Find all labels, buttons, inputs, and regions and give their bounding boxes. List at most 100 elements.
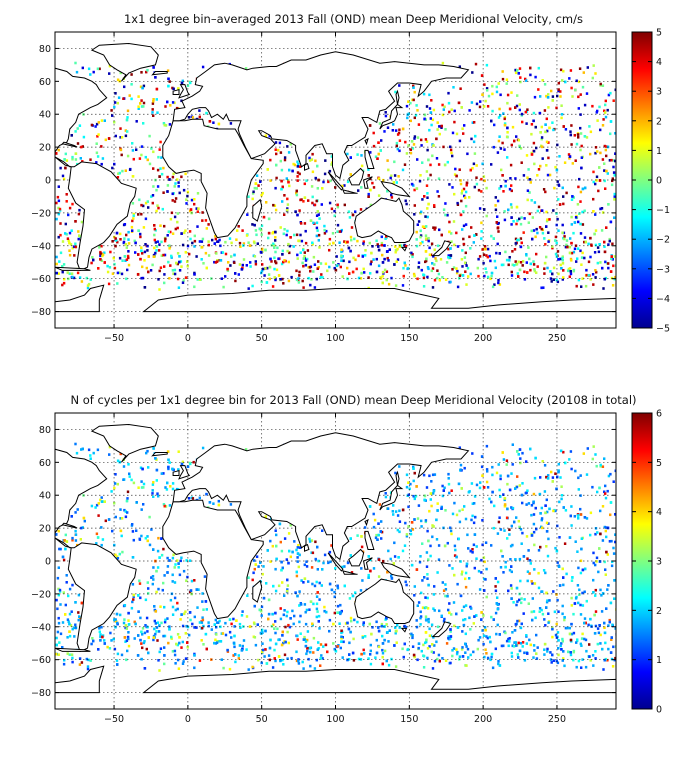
- bin-cell: [67, 620, 70, 623]
- bin-cell: [216, 259, 219, 262]
- bin-cell: [363, 652, 366, 655]
- bin-cell: [503, 148, 506, 151]
- bin-cell: [170, 637, 173, 640]
- bin-cell: [498, 516, 501, 519]
- bin-cell: [603, 277, 606, 281]
- bin-cell: [77, 618, 80, 622]
- bin-cell: [359, 589, 363, 592]
- bin-cell: [375, 638, 378, 642]
- bin-cell: [155, 188, 158, 192]
- y-tick-label: 20: [39, 524, 51, 535]
- bin-cell: [157, 155, 160, 159]
- bin-cell: [323, 553, 327, 557]
- bin-cell: [607, 584, 610, 587]
- bin-cell: [174, 662, 177, 665]
- bin-cell: [461, 630, 464, 633]
- bin-cell: [162, 547, 165, 551]
- bin-cell: [495, 251, 498, 255]
- bin-cell: [585, 473, 589, 476]
- bin-cell: [611, 665, 615, 668]
- bin-cell: [538, 607, 542, 610]
- bin-cell: [64, 613, 67, 616]
- bin-cell: [61, 174, 65, 178]
- bin-cell: [296, 171, 300, 174]
- x-tick-label: 200: [474, 714, 492, 725]
- bin-cell: [116, 652, 120, 656]
- bin-cell: [286, 657, 289, 660]
- bin-cell: [244, 67, 248, 70]
- bin-cell: [493, 504, 496, 508]
- bin-cell: [441, 484, 444, 488]
- bin-cell: [164, 486, 167, 489]
- bin-cell: [167, 84, 170, 88]
- bin-cell: [139, 85, 143, 89]
- bin-cell: [143, 667, 147, 670]
- bin-cell: [317, 620, 320, 623]
- bin-cell: [155, 98, 158, 101]
- bin-cell: [509, 544, 513, 548]
- bin-cell: [424, 138, 428, 141]
- bin-cell: [115, 231, 119, 235]
- bin-cell: [479, 481, 482, 484]
- bin-cell: [484, 628, 487, 632]
- bin-cell: [401, 647, 404, 651]
- bin-cell: [508, 528, 511, 531]
- bin-cell: [599, 128, 602, 132]
- bin-cell: [168, 559, 171, 562]
- bin-cell: [268, 134, 271, 138]
- bin-cell: [175, 642, 178, 646]
- bin-cell: [273, 204, 277, 207]
- colorbar-tick-label: 0: [656, 705, 662, 716]
- bin-cell: [529, 73, 532, 77]
- bin-cell: [484, 541, 488, 544]
- bin-cell: [103, 639, 106, 642]
- bin-cell: [372, 186, 376, 189]
- bin-cell: [449, 247, 452, 250]
- bin-cell: [403, 163, 407, 166]
- bin-cell: [594, 594, 597, 597]
- bin-cell: [612, 171, 616, 174]
- bin-cell: [62, 281, 66, 285]
- bin-cell: [74, 511, 77, 514]
- bin-cell: [426, 275, 429, 279]
- bin-cell: [539, 95, 542, 98]
- bin-cell: [214, 237, 217, 241]
- bin-cell: [304, 610, 307, 614]
- bin-cell: [89, 73, 92, 76]
- bin-cell: [518, 144, 521, 148]
- bin-cell: [140, 508, 143, 511]
- bin-cell: [309, 600, 313, 603]
- bin-cell: [569, 514, 572, 518]
- bin-cell: [444, 278, 448, 281]
- bin-cell: [100, 244, 103, 248]
- bin-cell: [173, 581, 177, 584]
- bin-cell: [381, 651, 385, 655]
- bin-cell: [166, 175, 169, 179]
- bin-cell: [458, 65, 461, 68]
- bin-cell: [120, 653, 124, 657]
- bin-cell: [286, 588, 289, 591]
- bin-cell: [95, 532, 99, 536]
- bin-cell: [385, 235, 388, 238]
- bin-cell: [147, 592, 150, 595]
- bin-cell: [451, 567, 454, 570]
- bin-cell: [496, 215, 499, 218]
- coastline: [178, 465, 191, 480]
- bin-cell: [154, 622, 157, 625]
- bin-cell: [317, 647, 320, 650]
- bin-cell: [172, 87, 175, 91]
- bin-cell: [415, 230, 418, 234]
- bin-cell: [460, 199, 463, 203]
- bin-cell: [201, 446, 205, 450]
- bin-cell: [287, 260, 290, 264]
- bin-cell: [601, 124, 605, 127]
- bin-cell: [322, 645, 325, 648]
- bin-cell: [280, 168, 284, 172]
- bin-cell: [177, 566, 180, 569]
- bin-cell: [405, 152, 409, 155]
- bin-cell: [180, 81, 184, 85]
- bin-cell: [604, 115, 608, 119]
- bin-cell: [372, 131, 375, 135]
- bin-cell: [455, 652, 459, 656]
- bin-cell: [74, 442, 77, 446]
